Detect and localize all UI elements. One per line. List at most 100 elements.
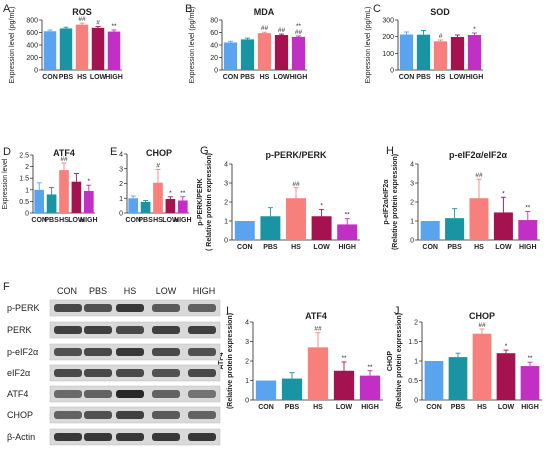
x-tick-label: HS [153, 217, 163, 224]
x-tick-label: PBS [240, 74, 255, 81]
bar-high [518, 220, 538, 240]
blot-row-label: β-Actin [7, 432, 35, 442]
bar-con [128, 198, 139, 213]
blot-band [84, 326, 112, 334]
x-tick-label: PBS [44, 217, 59, 224]
bar-pbs [416, 34, 431, 70]
y-tick-label: 1.5 [408, 339, 418, 346]
bar-con [255, 380, 277, 400]
blot-band [188, 390, 216, 398]
bar-high [337, 224, 358, 240]
significance-mark: * [88, 178, 91, 185]
panel-title: ATF4 [305, 311, 327, 321]
x-tick-label: LOW [162, 217, 179, 224]
x-tick-label: CON [237, 244, 253, 251]
x-tick-label: HS [474, 244, 484, 251]
x-tick-label: LOW [68, 217, 85, 224]
panel-letter: D [3, 146, 11, 158]
blot-row-label: PERK [7, 325, 32, 335]
bar-pbs [448, 357, 468, 400]
y-tick-label: 300 [382, 18, 394, 25]
blot-row-label: p-PERK [7, 303, 40, 313]
significance-mark: ** [341, 355, 347, 362]
blot-band [152, 326, 180, 334]
blot-lane-label: HIGH [193, 286, 216, 296]
blot-band [84, 369, 112, 377]
y-tick-label: 4 [245, 320, 249, 327]
y-tick-label: 2 [25, 164, 29, 171]
y-tick-label: 2 [245, 359, 249, 366]
blot-band [84, 433, 112, 441]
y-tick-label: 0 [390, 68, 394, 75]
bar-low [496, 353, 516, 400]
y-axis-label: ATF4 [218, 352, 225, 369]
x-tick-label: HIGH [105, 74, 123, 81]
y-tick-label: 0 [34, 68, 38, 75]
bar-low [450, 37, 465, 70]
bar-con [43, 31, 57, 70]
bar-hs [153, 182, 163, 213]
significance-mark: ## [78, 16, 86, 23]
y-tick-label: 0.5 [408, 378, 418, 385]
x-tick-label: HS [260, 74, 270, 81]
blot-band [116, 304, 144, 312]
significance-mark: ## [478, 322, 486, 329]
bar-con [399, 34, 414, 70]
bar-high [177, 200, 188, 213]
bar-hs [257, 33, 272, 70]
x-tick-label: PBS [263, 244, 278, 251]
blot-lane-label: CON [57, 286, 77, 296]
blot-band [54, 304, 82, 312]
blot-band [54, 390, 82, 398]
bar-con [223, 42, 238, 70]
x-tick-label: LOW [336, 404, 353, 411]
y-axis-label: (Relative protein expression) [392, 154, 399, 250]
blot-band [54, 326, 82, 334]
y-tick-label: 4 [119, 152, 123, 159]
y-tick-label: 4 [224, 162, 228, 169]
y-axis-label: (Relative protein expression) [396, 313, 403, 409]
x-tick-label: CON [258, 404, 274, 411]
y-tick-label: 400 [26, 43, 38, 50]
y-axis-label: Expression level (pg/mL) [189, 6, 196, 83]
x-tick-label: HIGH [466, 74, 484, 81]
x-tick-label: LOW [313, 244, 330, 251]
bar-con [234, 221, 255, 240]
y-axis-label: p-eIF2α/eIF2α [383, 179, 390, 225]
blot-band [152, 433, 180, 441]
blot-lane-label: PBS [89, 286, 107, 296]
bar-hs [307, 347, 329, 400]
blot-band [152, 369, 180, 377]
panel-b: B MDA 0 20 40 60 80 Expression level (pg/mL) CON… [185, 3, 307, 84]
panel-title: ROS [72, 7, 92, 17]
bar-pbs [260, 216, 281, 240]
bar-low [274, 35, 289, 70]
panel-letter: E [110, 146, 117, 158]
y-tick-label: 0 [245, 398, 249, 405]
panel-letter: C [373, 3, 381, 15]
panel-letter: A [3, 3, 11, 15]
bar-low [311, 216, 332, 240]
y-tick-label: 0 [410, 238, 414, 245]
bar-hs [469, 198, 489, 240]
y-tick-label: 200 [26, 55, 38, 62]
panel-title: CHOP [469, 311, 495, 321]
y-tick-label: 1 [414, 359, 418, 366]
x-tick-label: HIGH [174, 217, 192, 224]
y-tick-label: 2.5 [19, 153, 29, 160]
x-tick-label: CON [31, 217, 47, 224]
y-tick-label: 200 [382, 34, 394, 41]
panel-letter: G [200, 145, 209, 157]
x-tick-label: CON [399, 74, 415, 81]
y-tick-label: 40 [210, 43, 218, 50]
bar-hs [75, 24, 89, 70]
x-tick-label: LOW [495, 244, 512, 251]
bar-high [520, 366, 540, 400]
significance-mark: ## [292, 181, 300, 188]
y-tick-label: 1 [410, 219, 414, 226]
y-tick-label: 0 [214, 68, 218, 75]
blot-band [116, 433, 144, 441]
